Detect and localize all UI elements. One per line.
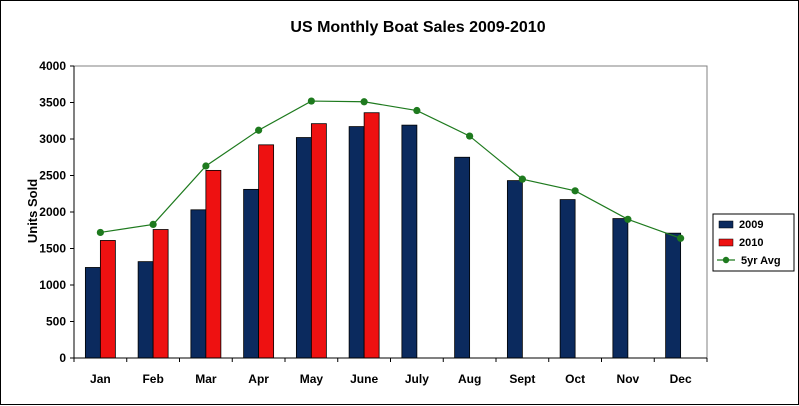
- point-5yr-avg: [307, 97, 315, 105]
- legend-label-2009: 2009: [739, 219, 763, 231]
- bar-2010: [310, 123, 327, 359]
- legend-marker-5yr-avg: [722, 256, 730, 264]
- point-5yr-avg: [624, 215, 632, 223]
- x-tick-label: Apr: [248, 372, 269, 386]
- bar-2009: [243, 188, 260, 359]
- point-5yr-avg: [518, 175, 526, 183]
- x-tick-label: Jan: [90, 372, 111, 386]
- x-tick-label: June: [350, 372, 378, 386]
- bar-2010: [258, 144, 275, 359]
- y-tick-label: 1000: [39, 278, 66, 292]
- point-5yr-avg: [571, 187, 579, 195]
- point-5yr-avg: [202, 162, 210, 170]
- y-tick-label: 500: [46, 315, 66, 329]
- legend-label-5yr-avg: 5yr Avg: [741, 255, 781, 267]
- bar-2009: [454, 156, 471, 359]
- legend-label-2010: 2010: [739, 237, 763, 249]
- y-tick-label: 1500: [39, 242, 66, 256]
- plot-area: [73, 65, 708, 359]
- x-tick-label: Oct: [565, 372, 585, 386]
- legend-swatch-2009: [718, 220, 734, 229]
- chart-title: US Monthly Boat Sales 2009-2010: [290, 19, 545, 36]
- y-tick-label: 3500: [39, 96, 66, 110]
- x-tick-label: Nov: [617, 372, 640, 386]
- point-5yr-avg: [255, 126, 263, 134]
- x-tick-label: Dec: [670, 372, 692, 386]
- bar-2009: [295, 137, 312, 359]
- bar-2009: [665, 232, 682, 359]
- bar-2010: [99, 240, 116, 359]
- legend-swatch-2010: [718, 238, 734, 247]
- x-tick-label: Mar: [195, 372, 217, 386]
- x-tick-label: Feb: [142, 372, 163, 386]
- x-tick-label: Aug: [458, 372, 481, 386]
- y-axis-label: Units Sold: [25, 179, 40, 243]
- x-tick-label: July: [405, 372, 429, 386]
- point-5yr-avg: [677, 234, 685, 242]
- y-tick-label: 3000: [39, 132, 66, 146]
- bar-2009: [84, 267, 101, 359]
- x-tick-label: May: [300, 372, 324, 386]
- point-5yr-avg: [466, 132, 474, 140]
- bar-2009: [559, 199, 576, 359]
- y-tick-label: 2500: [39, 169, 66, 183]
- y-tick-label: 4000: [39, 59, 66, 73]
- y-tick-label: 2000: [39, 205, 66, 219]
- bar-2009: [506, 180, 523, 359]
- bar-2009: [401, 124, 418, 359]
- x-tick-label: Sept: [509, 372, 535, 386]
- point-5yr-avg: [360, 98, 368, 106]
- line-5yr-avg: [100, 100, 681, 239]
- bar-2010: [363, 112, 380, 359]
- bar-2010: [152, 229, 169, 359]
- point-5yr-avg: [96, 228, 104, 237]
- bar-2009: [348, 126, 365, 359]
- bar-2010: [205, 169, 222, 359]
- bar-2009: [137, 261, 154, 359]
- legend: 2009 2010 5yr Avg: [712, 213, 795, 272]
- bar-2009: [612, 218, 629, 359]
- point-5yr-avg: [149, 220, 157, 229]
- y-tick-label: 0: [59, 351, 66, 365]
- bar-2009: [190, 209, 207, 359]
- point-5yr-avg: [413, 106, 421, 115]
